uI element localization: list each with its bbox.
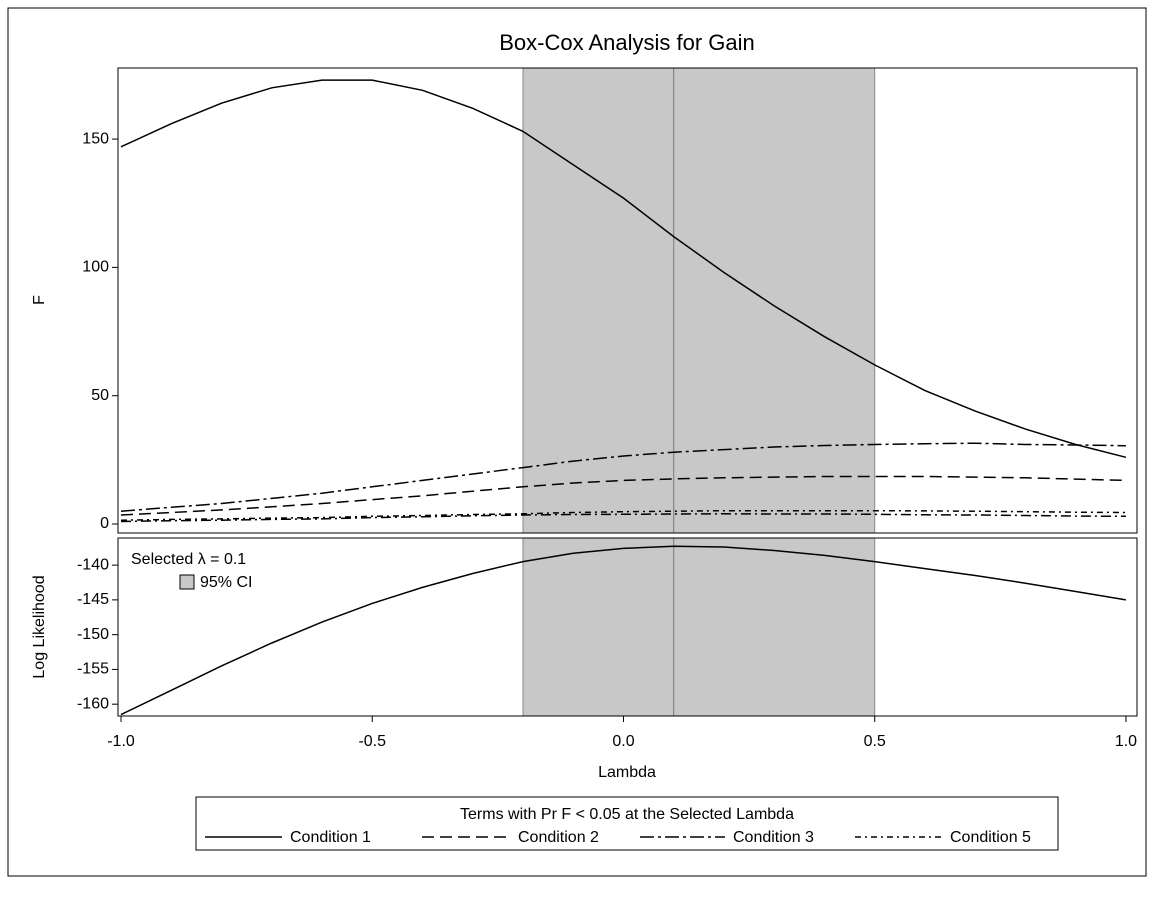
legend-label: Condition 5 [950, 829, 1031, 846]
ci-band [522, 537, 876, 717]
ci-legend-swatch [179, 574, 195, 590]
x-axis-label: Lambda [598, 764, 656, 781]
y-tick-label: 150 [82, 130, 109, 147]
frame [7, 7, 1147, 877]
chart-title: Box-Cox Analysis for Gain [499, 30, 755, 55]
x-tick-label: 0.0 [612, 733, 634, 750]
plot-area [117, 537, 1138, 717]
legend-label: Condition 3 [733, 829, 814, 846]
y-axis-label: F [31, 295, 48, 305]
y-tick-label: 0 [100, 515, 109, 532]
x-tick-label: 1.0 [1115, 733, 1137, 750]
line-series [120, 513, 1126, 523]
line-series [120, 509, 1126, 521]
y-axis-label: Log Likelihood [31, 575, 48, 678]
y-tick-label: -160 [77, 695, 109, 712]
line-series [120, 79, 1127, 459]
x-tick-label: -0.5 [358, 733, 386, 750]
y-tick-label: -145 [77, 591, 109, 608]
line-series [120, 442, 1126, 512]
legend-box [195, 796, 1059, 851]
plot-area [117, 67, 1138, 534]
y-tick-label: -140 [77, 556, 109, 573]
y-tick-label: -155 [77, 661, 109, 678]
ci-legend-label: 95% CI [200, 574, 252, 591]
x-tick-label: 0.5 [864, 733, 886, 750]
legend-title: Terms with Pr F < 0.05 at the Selected L… [460, 806, 794, 823]
y-tick-label: 100 [82, 259, 109, 276]
ci-band [522, 67, 876, 534]
y-tick-label: -150 [77, 626, 109, 643]
legend-label: Condition 2 [518, 829, 599, 846]
line-series [120, 545, 1127, 716]
x-tick-label: -1.0 [107, 733, 135, 750]
legend-label: Condition 1 [290, 829, 371, 846]
annotation: Selected λ = 0.1 [131, 551, 246, 568]
y-tick-label: 50 [91, 387, 109, 404]
line-series [120, 475, 1126, 516]
